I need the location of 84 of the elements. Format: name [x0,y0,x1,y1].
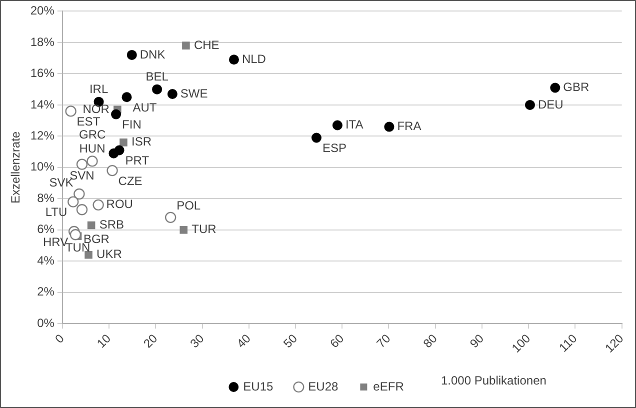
x-tick-label: 40 [234,331,254,351]
annotation: DNK [140,47,166,62]
annotation: PRT [125,154,150,168]
point [384,122,394,132]
point [70,229,82,240]
point [68,196,79,208]
annotation: HUN [79,141,106,156]
y-tick-label: 6% [37,222,55,236]
point [65,106,76,117]
point [152,84,162,94]
annotation: HRV [42,234,68,249]
point [108,148,119,158]
y-tick-label: 20% [30,4,55,18]
y-tick-label: 16% [30,66,55,80]
annotation: SVN [70,168,94,183]
point [228,54,239,65]
annotation: SWE [180,86,208,100]
x-tick-label: 110 [556,331,580,355]
x-tick-label: 20 [140,331,160,351]
point [182,42,190,50]
annotation: CZE [118,174,142,188]
annotation: FRA [397,119,422,134]
annotation: FIN [122,118,142,132]
point [126,50,137,60]
x-tick-label: 100 [508,331,534,356]
x-axis-title: 1.000 Publikationen [441,373,546,388]
y-tick-label: 10% [30,160,55,174]
annotation: POL [176,198,201,213]
x-tick-label: 50 [280,331,300,351]
y-tick-label: 12% [30,128,55,142]
annotation: AUT [132,100,158,114]
x-tick-label: 70 [374,331,394,351]
point [76,204,88,216]
annotation: LTU [45,205,68,220]
annotation: ESP [322,141,346,156]
annotation: DEU [538,97,564,112]
annotation: TUR [192,222,217,236]
x-tick-label: 60 [327,331,347,351]
legend-label: EU15 [243,379,274,394]
annotation: NLD [242,52,266,66]
annotation: EST [76,114,101,128]
annotation: UKR [96,247,122,262]
y-tick-label: 14% [30,97,55,112]
y-axis-title: Exzellenzrate [8,131,23,204]
x-tick-label: 120 [602,331,627,356]
annotation: GRC [79,128,106,142]
point [180,226,188,234]
point [122,92,132,102]
point [550,82,560,93]
y-tick-label: 2% [37,284,55,299]
point [311,132,322,143]
point [86,156,98,167]
point [120,138,128,146]
legend-label: EU28 [308,379,339,394]
point [76,158,88,170]
annotation: GBR [563,80,590,94]
y-tick-label: 18% [30,34,55,49]
annotation: IRL [89,82,108,96]
y-tick-label: 8% [37,190,55,205]
point [84,251,92,259]
y-tick-label: 0% [37,316,55,330]
annotation: BEL [146,70,169,84]
point [164,212,176,224]
annotation: SRB [99,218,124,232]
point [332,120,342,130]
point [524,100,535,110]
point [106,164,118,176]
point [167,89,178,99]
y-tick-label: 4% [37,253,55,268]
point [92,199,104,211]
x-tick-label: 30 [187,331,207,351]
annotation: NOR [82,102,110,116]
legend-label: eEFR [373,379,404,394]
annotation: ROU [106,197,133,212]
point [111,109,122,120]
annotation: ITA [345,118,364,132]
x-tick-label: 10 [94,331,114,351]
annotation: ISR [131,134,152,149]
x-tick-label: 0 [52,331,68,346]
point [87,221,96,230]
x-tick-label: 90 [467,331,487,351]
point [74,188,85,200]
annotation: CHE [194,38,220,52]
x-tick-label: 80 [420,331,440,351]
